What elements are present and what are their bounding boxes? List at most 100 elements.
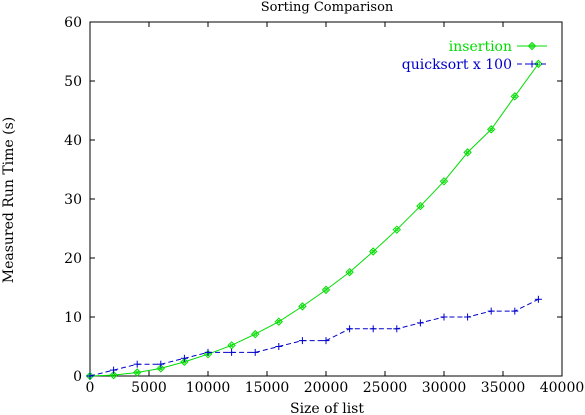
marker-diamond — [321, 285, 331, 295]
data-point-quicksort-x-100 — [511, 307, 519, 315]
marker-dot — [513, 94, 517, 99]
data-point-insertion — [227, 341, 236, 350]
y-tick-label: 40 — [64, 133, 82, 149]
data-point-quicksort-x-100 — [251, 348, 259, 356]
legend-label-quicksort-x-100: quicksort x 100 — [402, 57, 512, 73]
marker-dot — [277, 320, 281, 324]
marker-diamond — [109, 370, 118, 380]
marker-diamond — [274, 317, 284, 326]
data-point-quicksort-x-100 — [180, 354, 188, 362]
data-point-insertion — [439, 177, 449, 186]
data-point-quicksort-x-100 — [204, 348, 212, 356]
y-tick-label: 30 — [64, 192, 82, 208]
x-tick-label: 25000 — [363, 380, 408, 396]
marker-diamond — [227, 341, 236, 350]
data-point-insertion — [132, 368, 142, 377]
data-point-insertion — [274, 317, 284, 326]
x-tick-label: 0 — [86, 380, 95, 396]
marker-dot — [324, 288, 328, 292]
y-axis-label: Measured Run Time (s) — [1, 117, 17, 284]
chart-title: Sorting Comparison — [261, 0, 394, 15]
marker-diamond — [527, 41, 537, 51]
legend: insertion quicksort x 100 — [402, 39, 547, 73]
series-line-insertion — [89, 63, 539, 377]
data-point-insertion — [298, 302, 307, 311]
marker-diamond — [486, 125, 496, 134]
data-point-quicksort-x-100 — [322, 337, 330, 345]
data-point-quicksort-x-100 — [464, 313, 472, 321]
data-point-quicksort-x-100 — [133, 360, 141, 368]
marker-dot — [135, 370, 139, 375]
data-point-quicksort-x-100 — [110, 366, 118, 374]
data-point-insertion — [486, 125, 496, 134]
marker-dot — [418, 204, 423, 208]
data-point-quicksort-x-100 — [416, 319, 424, 327]
x-axis-label: Size of list — [290, 401, 364, 415]
legend-label-insertion: insertion — [449, 39, 512, 55]
marker-diamond — [463, 148, 472, 157]
marker-dot — [253, 332, 257, 336]
marker-dot — [371, 249, 375, 254]
data-point-insertion — [345, 267, 354, 277]
marker-diamond — [203, 349, 213, 359]
marker-diamond — [132, 368, 142, 377]
data-point-quicksort-x-100 — [298, 337, 306, 345]
plot-frame — [89, 21, 563, 377]
legend-marker-quicksort-x-100 — [528, 60, 536, 68]
marker-dot — [465, 150, 470, 155]
plot-area: 0 5000 10000 15000 20000 25000 30000 35000 40000… — [64, 15, 584, 396]
data-point-insertion — [109, 370, 118, 380]
x-tick-label: 30000 — [422, 380, 467, 396]
marker-diamond — [392, 225, 402, 234]
marker-diamond — [180, 357, 189, 367]
x-tick-label: 15000 — [245, 380, 290, 396]
marker-dot — [395, 227, 399, 232]
y-tick-label: 50 — [64, 74, 82, 90]
marker-diamond — [156, 364, 166, 373]
y-tick-label: 0 — [73, 369, 82, 385]
marker-diamond — [510, 92, 520, 101]
x-tick-label: 20000 — [304, 380, 349, 396]
marker-diamond — [439, 177, 449, 186]
legend-marker-insertion — [527, 41, 537, 51]
data-point-insertion — [250, 329, 260, 339]
data-point-insertion — [416, 201, 425, 211]
data-point-quicksort-x-100 — [346, 325, 354, 333]
marker-dot — [300, 304, 305, 309]
marker-dot — [530, 44, 534, 48]
data-point-quicksort-x-100 — [487, 307, 495, 315]
data-point-quicksort-x-100 — [157, 360, 165, 368]
data-point-quicksort-x-100 — [534, 295, 542, 303]
x-tick-label: 10000 — [186, 380, 231, 396]
marker-diamond — [534, 59, 543, 69]
x-tick-label: 5000 — [131, 380, 167, 396]
data-point-insertion — [463, 148, 472, 157]
data-point-insertion — [321, 285, 331, 295]
marker-dot — [111, 373, 116, 377]
marker-diamond — [416, 201, 425, 211]
marker-diamond — [250, 329, 260, 339]
marker-dot — [347, 270, 352, 274]
marker-dot — [489, 127, 493, 132]
marker-diamond — [345, 267, 354, 277]
series-line-quicksort-x-100 — [89, 298, 539, 377]
x-tick-label: 40000 — [540, 380, 585, 396]
marker-diamond — [298, 302, 307, 311]
marker-dot — [229, 343, 234, 348]
data-point-quicksort-x-100 — [440, 313, 448, 321]
data-point-quicksort-x-100 — [275, 343, 283, 350]
data-point-quicksort-x-100 — [369, 325, 377, 333]
data-point-insertion — [510, 92, 520, 101]
y-tick-label: 10 — [64, 310, 82, 326]
data-point-quicksort-x-100 — [228, 348, 236, 356]
data-point-quicksort-x-100 — [86, 372, 94, 380]
x-tick-label: 35000 — [481, 380, 526, 396]
data-point-quicksort-x-100 — [393, 325, 401, 333]
y-tick-label: 20 — [64, 251, 82, 267]
marker-dot — [442, 179, 446, 183]
data-point-insertion — [368, 247, 378, 256]
y-tick-label: 60 — [64, 15, 82, 31]
data-point-insertion — [392, 225, 402, 234]
marker-diamond — [368, 247, 378, 256]
